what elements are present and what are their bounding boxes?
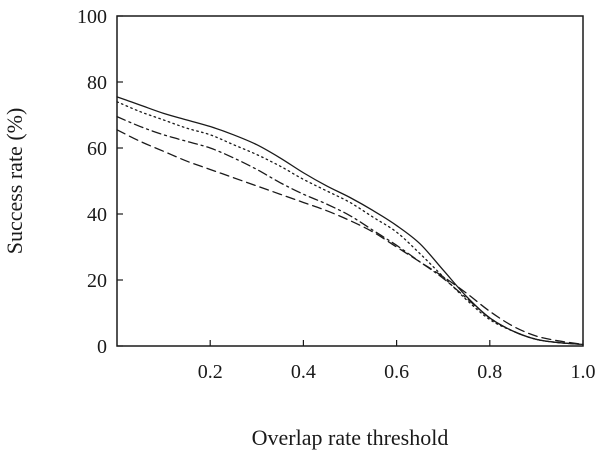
- y-tick-label: 0: [97, 336, 107, 358]
- y-tick-label: 40: [87, 204, 107, 226]
- x-tick-label: 1.0: [571, 361, 596, 383]
- x-tick-label: 0.4: [291, 361, 316, 383]
- x-tick-label: 0.2: [198, 361, 223, 383]
- x-axis-label: Overlap rate threshold: [252, 425, 449, 450]
- series-line-dotted: [116, 101, 584, 345]
- y-axis: 0 20 40 60 80 100: [77, 6, 123, 358]
- plot-frame: [116, 15, 584, 347]
- y-axis-label: Success rate (%): [2, 108, 27, 255]
- series-line-solid: [116, 96, 584, 345]
- series-line-dashed: [116, 129, 584, 345]
- series-group: [116, 96, 584, 345]
- series-line-dash-dot: [116, 116, 584, 345]
- y-tick-label: 80: [87, 72, 107, 94]
- y-tick-label: 60: [87, 138, 107, 160]
- x-tick-label: 0.8: [477, 361, 502, 383]
- y-tick-label: 100: [77, 6, 107, 28]
- x-tick-label: 0.6: [384, 361, 409, 383]
- x-axis: 0.2 0.4 0.6 0.8 1.0: [198, 340, 596, 383]
- y-tick-label: 20: [87, 270, 107, 292]
